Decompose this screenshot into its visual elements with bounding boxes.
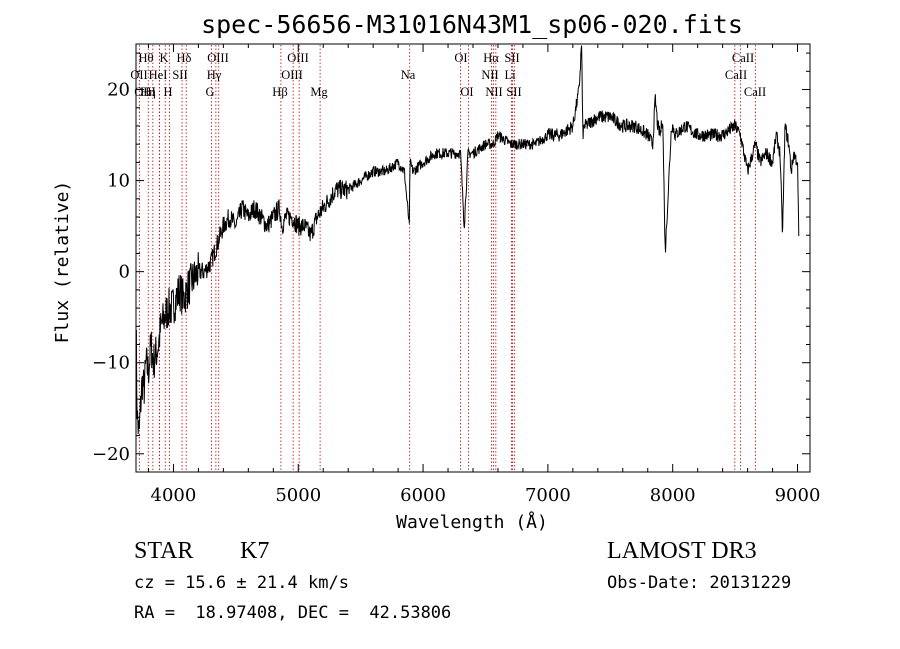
x-tick-label: 5000 — [275, 485, 321, 506]
x-tick-label: 7000 — [525, 485, 571, 506]
spectrum-series-line — [135, 45, 800, 435]
spectral-line-label: K — [159, 51, 168, 65]
spectral-line-label: OIII — [281, 68, 303, 82]
x-axis-ticks: 4000 5000 6000 7000 8000 9000 — [147, 44, 821, 506]
x-axis-label: Wavelength (Å) — [396, 511, 548, 533]
spectral-line-label: Hα — [483, 51, 499, 65]
spectral-line-label: Mg — [310, 85, 328, 99]
spectral-line-label: OI — [460, 85, 473, 99]
y-axis-label: Flux (relative) — [52, 181, 73, 344]
spectral-line-label: G — [205, 85, 214, 99]
spectral-line-label: NII — [481, 68, 498, 82]
spectral-line-label: SII — [172, 68, 187, 82]
spectral-line-label: Li — [504, 68, 516, 82]
spectral-line-label: Hδ — [177, 51, 192, 65]
y-tick-label: 10 — [107, 171, 130, 192]
spectral-line-label: CaII — [732, 51, 754, 65]
spectral-line-label: Na — [401, 68, 416, 82]
spectral-line-label: SII — [504, 51, 519, 65]
spectral-line-label: SII — [506, 85, 521, 99]
spectral-line-label: HeI — [149, 68, 168, 82]
x-tick-label: 9000 — [775, 485, 821, 506]
survey-name: LAMOST DR3 — [607, 538, 757, 564]
x-tick-label: 6000 — [400, 485, 446, 506]
y-tick-label: 20 — [107, 80, 130, 101]
spectral-line-label: Hθ — [138, 51, 153, 65]
spectral-line-label: H — [163, 85, 172, 99]
chart-title: spec-56656-M31016N43M1_sp06-020.fits — [201, 10, 743, 39]
x-tick-label: 8000 — [650, 485, 696, 506]
spectral-line-label: NII — [485, 85, 502, 99]
spectral-line-label: Hγ — [207, 68, 222, 82]
x-tick-label: 4000 — [151, 485, 197, 506]
spectral-line-label: Hβ — [272, 85, 287, 99]
spectral-line-label: Hη — [140, 85, 156, 99]
spectral-line-label: OI — [454, 51, 467, 65]
spectral-line-label: OIII — [287, 51, 309, 65]
object-subclass: K7 — [240, 538, 270, 564]
y-tick-label: 0 — [119, 262, 130, 283]
spectral-line-label: CaII — [725, 68, 747, 82]
observation-date: Obs-Date: 20131229 — [607, 573, 792, 593]
y-axis-ticks: −20 −10 0 10 20 — [92, 52, 810, 465]
object-class: STAR — [134, 538, 194, 564]
spectral-line-label: CaII — [744, 85, 766, 99]
y-tick-label: −20 — [92, 444, 130, 465]
coordinates: RA = 18.97408, DEC = 42.53806 — [134, 603, 452, 623]
redshift-velocity: cz = 15.6 ± 21.4 km/s — [134, 573, 349, 593]
spectral-line-label: OIII — [134, 85, 156, 99]
y-tick-label: −10 — [92, 353, 130, 374]
spectral-lines — [138, 45, 756, 471]
plot-frame — [135, 43, 811, 473]
spectral-line-label: OII — [130, 68, 147, 82]
spectral-line-label: OIII — [207, 51, 229, 65]
